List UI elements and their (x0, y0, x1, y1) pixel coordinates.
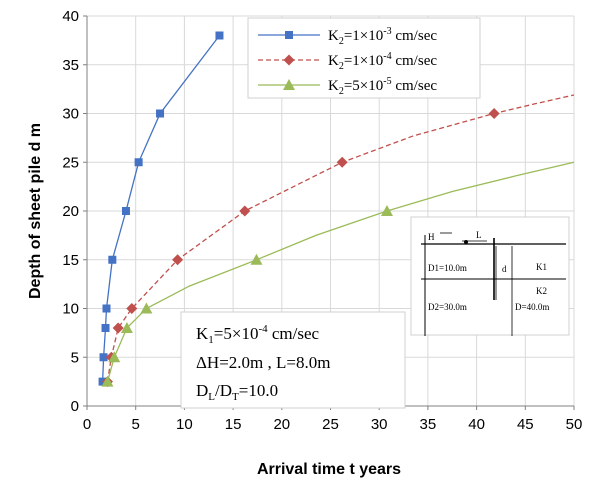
inset-d-label: d (502, 264, 507, 274)
annotation-head-length: ΔH=2.0m , L=8.0m (196, 353, 330, 372)
x-tick-label: 35 (420, 416, 437, 433)
x-tick-label: 25 (322, 416, 339, 433)
series-1-point (134, 158, 143, 167)
series-1-point (215, 31, 224, 40)
inset-k2-label: K2 (536, 286, 547, 296)
y-tick-label: 20 (62, 203, 79, 220)
series-1-point (101, 324, 110, 332)
x-tick-label: 45 (517, 416, 534, 433)
legend-label: K2=5×10-5 cm/sec (328, 76, 437, 97)
inset-d2-label: D2=30.0m (428, 302, 467, 312)
inset-dtotal-label: D=40.0m (515, 302, 549, 312)
legend: K2=1×10-3 cm/sec K2=1×10-4 cm/sec K2=5×10-… (247, 17, 481, 99)
legend-label: K2=1×10-3 cm/sec (328, 26, 437, 47)
x-axis-label: Arrival time t years (257, 461, 401, 478)
inset-k1-label: K1 (536, 262, 547, 272)
series-1-point (108, 255, 117, 264)
y-tick-label: 0 (71, 398, 79, 415)
y-tick-label: 25 (62, 154, 79, 171)
legend-item: K2=1×10-3 cm/sec (258, 26, 437, 47)
y-tick-label: 10 (62, 301, 79, 318)
annotation-frame (180, 311, 406, 409)
series-2-point (336, 156, 348, 168)
legend-marker (283, 54, 295, 66)
series-1-point (99, 353, 108, 362)
y-axis-label: Depth of sheet pile d m (27, 123, 44, 299)
x-tick-label: 5 (132, 416, 140, 433)
x-tick-label: 30 (371, 416, 388, 433)
series-3-point (120, 322, 133, 333)
series-1-point (121, 207, 130, 215)
series-2-point (239, 205, 251, 217)
series-2-point (112, 322, 124, 334)
legend-marker (285, 31, 293, 39)
series-2-point (488, 108, 500, 119)
legend-label: K2=1×10-4 cm/sec (328, 51, 437, 72)
series-1-point (156, 109, 165, 118)
legend-item: K2=5×10-5 cm/sec (258, 76, 437, 97)
inset-frame (410, 216, 570, 336)
legend-marker (283, 79, 295, 90)
inset-d1-label: D1=10.0m (428, 263, 467, 273)
annotation-box: K1=5×10-4 cm/sec ΔH=2.0m , L=8.0m DL/DT=… (180, 311, 406, 409)
series-3-point (250, 253, 263, 265)
series-3-point (380, 205, 393, 216)
x-tick-label: 15 (225, 416, 242, 433)
x-tick-label: 50 (566, 416, 583, 433)
inset-h-label: H (428, 232, 435, 242)
series-3 (101, 161, 575, 387)
y-tick-label: 5 (71, 349, 79, 366)
annotation-depth-ratio: DL/DT=10.0 (196, 381, 278, 403)
legend-item: K2=1×10-4 cm/sec (258, 51, 437, 72)
series-3-point (140, 302, 153, 314)
annotation-k1: K1=5×10-4 cm/sec (196, 323, 320, 346)
series-3-point (101, 375, 114, 387)
x-tick-label: 0 (83, 416, 91, 433)
y-tick-label: 35 (62, 57, 79, 74)
series-2-point (126, 303, 138, 314)
y-tick-labels: 0 5 10 15 20 25 30 35 40 (62, 8, 87, 415)
inset-schematic: H L d D1=10.0m D2=30.0m D=40.0m K1 K2 (410, 216, 570, 336)
inset-point (464, 240, 468, 244)
x-tick-labels: 0 5 10 15 20 25 30 35 40 45 50 (83, 406, 583, 433)
x-tick-label: 40 (468, 416, 485, 433)
y-tick-label: 30 (62, 106, 79, 123)
inset-l-label: L (476, 230, 482, 240)
series-2-point (172, 254, 184, 266)
x-tick-label: 20 (273, 416, 290, 433)
y-tick-label: 40 (62, 8, 79, 25)
series-1-point (102, 304, 111, 313)
series-layer (98, 31, 575, 388)
x-tick-label: 10 (176, 416, 193, 433)
series-3-point (108, 351, 121, 363)
legend-items: K2=1×10-3 cm/sec K2=1×10-4 cm/sec K2=5×10-… (258, 26, 437, 97)
y-tick-label: 15 (62, 252, 79, 269)
